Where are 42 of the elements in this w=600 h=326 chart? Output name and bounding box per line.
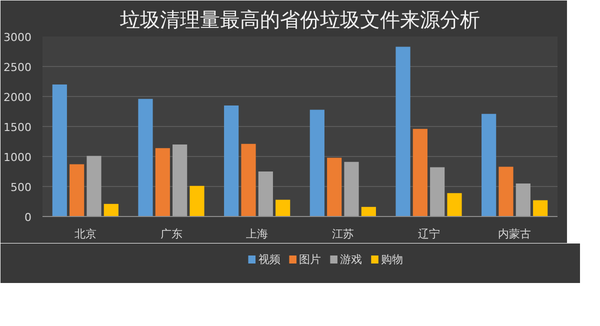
bar	[310, 110, 324, 216]
bar	[533, 200, 548, 216]
bar	[361, 206, 376, 216]
bar	[172, 144, 188, 216]
legend-label: 视频	[258, 253, 280, 266]
bar	[138, 98, 153, 216]
bar	[258, 172, 273, 216]
legend-label: 购物	[381, 253, 404, 266]
bar	[327, 158, 342, 216]
bar	[447, 193, 462, 216]
bar	[344, 162, 359, 216]
x-tick-label: 北京	[74, 228, 96, 240]
chart-title: 垃圾清理量最高的省份垃圾文件来源分析	[119, 8, 480, 32]
bar	[224, 106, 239, 216]
bar	[86, 156, 102, 216]
bar	[498, 166, 514, 216]
bar	[155, 148, 170, 216]
x-tick-label: 广东	[160, 228, 182, 240]
x-tick-label: 内蒙古	[498, 228, 532, 240]
y-tick-label: 1500	[4, 121, 32, 134]
bar	[70, 164, 84, 216]
bar	[430, 167, 445, 216]
y-tick-label: 1000	[4, 151, 32, 164]
bar	[482, 114, 496, 216]
y-tick-label: 500	[10, 181, 32, 194]
bar	[396, 46, 410, 216]
bar	[52, 84, 67, 216]
y-tick-label: 2000	[4, 91, 32, 104]
y-tick-label: 3000	[4, 31, 32, 44]
bar	[516, 184, 530, 216]
bar	[104, 204, 118, 216]
bar	[190, 186, 204, 216]
x-tick-label: 江苏	[332, 228, 354, 240]
y-tick-label: 0	[24, 211, 32, 224]
y-tick-label: 2500	[4, 61, 32, 74]
legend-label: 游戏	[340, 253, 362, 266]
bar	[276, 200, 290, 216]
x-tick-label: 上海	[246, 228, 268, 240]
bar	[412, 128, 428, 216]
bar	[241, 144, 256, 216]
x-tick-label: 辽宁	[418, 228, 440, 240]
legend-label: 图片	[299, 253, 322, 266]
